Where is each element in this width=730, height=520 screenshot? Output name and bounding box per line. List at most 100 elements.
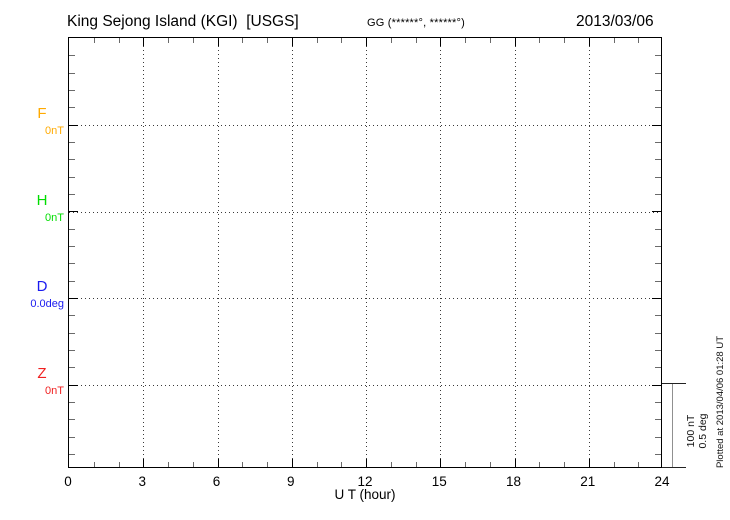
x-major-tick [588, 459, 590, 467]
y-minor-tick [69, 55, 75, 56]
gridline-vertical-9h [291, 38, 293, 465]
y-minor-tick [69, 194, 75, 195]
gridline-vertical-3h [143, 38, 145, 465]
x-axis-title: U T (hour) [334, 487, 396, 502]
channel-label-H: H 0nT [20, 191, 64, 224]
x-minor-tick [316, 462, 318, 467]
x-minor-tick [242, 462, 244, 467]
x-minor-tick [638, 462, 640, 467]
y-minor-tick [69, 229, 75, 230]
y-minor-tick [655, 367, 661, 368]
y-minor-tick [69, 90, 75, 91]
x-major-tick [588, 38, 590, 46]
baseline-D [69, 298, 661, 299]
y-minor-tick [69, 350, 75, 351]
y-minor-tick [655, 437, 661, 438]
y-minor-tick [69, 142, 75, 143]
channel-baseline-value-F: 0nT [45, 125, 64, 137]
channel-baseline-value-D: 0.0deg [30, 298, 64, 310]
plotted-at-note: Plotted at 2013/04/06 01:28 UT [715, 335, 726, 469]
channel-letter-Z: Z [37, 365, 47, 382]
y-major-tick [69, 385, 78, 386]
y-minor-tick [69, 159, 75, 160]
plot-area [68, 37, 662, 468]
x-minor-tick [93, 462, 95, 467]
x-minor-tick [316, 38, 318, 43]
x-minor-tick [539, 462, 541, 467]
y-minor-tick [655, 142, 661, 143]
channel-label-F: F 0nT [20, 104, 64, 137]
y-minor-tick [69, 107, 75, 108]
x-major-tick [440, 38, 442, 46]
x-minor-tick [613, 38, 615, 43]
x-minor-tick [539, 38, 541, 43]
x-minor-tick [192, 462, 194, 467]
y-minor-tick [655, 177, 661, 178]
x-minor-tick [267, 462, 268, 467]
gridline-vertical-21h [588, 38, 590, 465]
y-major-tick [69, 298, 78, 299]
y-minor-tick [655, 263, 661, 264]
x-tick-label-12: 12 [357, 474, 373, 489]
channel-label-D: D 0.0deg [20, 277, 64, 310]
y-major-tick [652, 211, 661, 212]
x-major-tick [217, 38, 219, 46]
x-major-tick [366, 38, 367, 46]
y-minor-tick [69, 437, 75, 438]
geographic-coords-label: GG (******°, ******°) [367, 17, 465, 29]
y-minor-tick [655, 229, 661, 230]
x-minor-tick [390, 38, 392, 43]
x-major-tick [143, 38, 145, 46]
y-minor-tick [69, 402, 75, 403]
y-minor-tick [655, 333, 661, 334]
x-minor-tick [638, 38, 640, 43]
x-minor-tick [489, 38, 491, 43]
channel-letter-H: H [36, 192, 48, 209]
x-minor-tick [118, 462, 120, 467]
y-major-tick [652, 298, 661, 299]
x-tick-label-15: 15 [431, 474, 447, 489]
y-minor-tick [69, 246, 75, 247]
x-major-tick [514, 459, 516, 467]
y-minor-tick [69, 419, 75, 420]
x-tick-label-3: 3 [138, 474, 147, 489]
x-minor-tick [341, 462, 343, 467]
plot-date: 2013/03/06 [576, 13, 654, 30]
y-minor-tick [69, 367, 75, 368]
x-minor-tick [390, 462, 392, 467]
y-minor-tick [69, 454, 75, 455]
y-minor-tick [69, 281, 75, 282]
x-major-tick [366, 459, 367, 467]
x-minor-tick [168, 38, 169, 43]
scale-bar-label-deg: 0.5 deg [697, 413, 709, 449]
x-minor-tick [415, 462, 417, 467]
x-tick-label-9: 9 [286, 474, 295, 489]
channel-label-Z: Z 0nT [20, 364, 64, 397]
station-title: King Sejong Island (KGI) [USGS] [67, 13, 299, 30]
scale-bar-line [672, 384, 673, 468]
scale-bar-labels: 100 nT 0.5 deg [685, 396, 709, 466]
y-minor-tick [69, 333, 75, 334]
y-minor-tick [69, 263, 75, 264]
y-minor-tick [655, 350, 661, 351]
x-minor-tick [564, 38, 565, 43]
scale-bar-label-nt: 100 nT [685, 414, 697, 448]
y-major-tick [652, 385, 661, 386]
y-minor-tick [655, 402, 661, 403]
x-major-tick [291, 459, 293, 467]
x-major-tick [514, 38, 516, 46]
y-minor-tick [655, 159, 661, 160]
y-minor-tick [655, 73, 661, 74]
scale-bar-bottom-cap [662, 467, 686, 468]
x-minor-tick [465, 462, 466, 467]
x-minor-tick [465, 38, 466, 43]
baseline-F [69, 125, 661, 126]
y-minor-tick [655, 281, 661, 282]
y-major-tick [69, 211, 78, 212]
x-minor-tick [613, 462, 615, 467]
y-minor-tick [655, 246, 661, 247]
channel-baseline-value-H: 0nT [45, 212, 64, 224]
y-minor-tick [655, 107, 661, 108]
channel-letter-D: D [36, 278, 48, 295]
